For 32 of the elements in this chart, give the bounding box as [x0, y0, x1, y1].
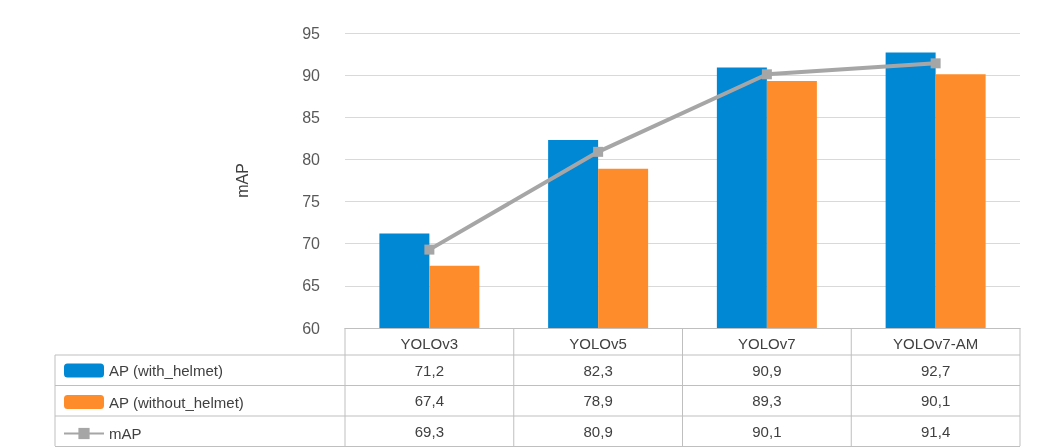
y-tick-label: 90: [302, 66, 321, 84]
data-label: 91,4: [921, 422, 951, 440]
x-tick-label: YOLOv7: [738, 335, 796, 352]
y-tick-label: 70: [302, 235, 321, 253]
point: [761, 69, 772, 80]
point: [593, 146, 604, 157]
data-label: 82,3: [583, 361, 613, 379]
y-tick-label: 75: [302, 193, 321, 211]
y-axis-title: mAP: [233, 163, 251, 198]
data-label: 69,3: [414, 422, 444, 440]
legend-label: AP (with_helmet): [109, 362, 223, 379]
data-label: 90,1: [752, 422, 782, 440]
point: [930, 58, 941, 69]
y-tick-label: 65: [302, 277, 321, 295]
y-tick-label: 80: [302, 150, 321, 168]
y-tick-label: 85: [302, 108, 321, 126]
legend-label: mAP: [109, 425, 142, 442]
data-label: 89,3: [752, 392, 782, 410]
legend-label: AP (without_helmet): [109, 393, 244, 411]
x-tick-label: YOLOv3: [400, 335, 459, 352]
data-label: 80,9: [583, 422, 613, 440]
data-label: 92,7: [921, 361, 951, 379]
x-tick-label: YOLOv5: [569, 335, 627, 352]
data-label: 67,4: [414, 392, 444, 410]
data-label: 90,9: [752, 361, 782, 379]
y-tick-label: 60: [302, 319, 321, 337]
data-label: 71,2: [414, 361, 444, 379]
y-tick-label: 95: [302, 24, 321, 42]
data-label: 90,1: [921, 392, 951, 410]
x-tick-label: YOLOv7-AM: [893, 335, 979, 352]
data-label: 78,9: [583, 392, 613, 410]
point: [424, 244, 435, 255]
